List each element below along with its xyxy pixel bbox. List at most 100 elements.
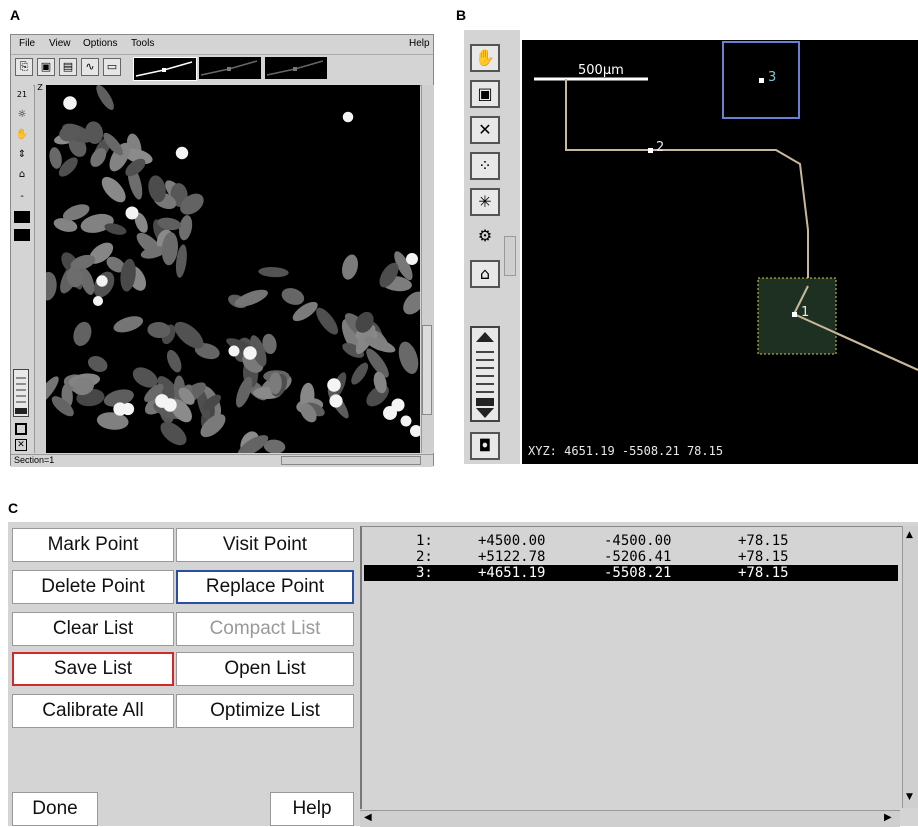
panel-scrollbar[interactable] bbox=[504, 236, 516, 276]
hand-icon[interactable]: ✋ bbox=[470, 44, 500, 72]
list-item[interactable]: 2: +5122.78 -5206.41 +78.15 bbox=[416, 549, 789, 565]
scale-label: 500µm bbox=[578, 63, 624, 78]
cell bbox=[178, 387, 195, 405]
window-icon[interactable]: ▭ bbox=[103, 58, 121, 76]
section-scrollbar[interactable]: Z bbox=[34, 83, 47, 453]
travel-path bbox=[565, 79, 918, 371]
scroll-left-icon[interactable]: ◀ bbox=[364, 812, 372, 823]
stage-map[interactable]: 500µm 3 2 1 XYZ: 4651.19 -5508.21 78.15 bbox=[522, 40, 918, 464]
delete-point-icon[interactable]: ✕ bbox=[470, 116, 500, 144]
gear-icon[interactable]: ⚙ bbox=[470, 224, 500, 252]
bright-nucleus bbox=[63, 96, 77, 110]
zoom-slider[interactable] bbox=[470, 326, 500, 422]
left-tool-strip: 21 ☼ ✋ ⇕ ⌂ - ✕ bbox=[11, 85, 33, 453]
cell bbox=[160, 421, 187, 446]
square-icon[interactable] bbox=[15, 423, 27, 435]
scroll-down-icon[interactable]: ▼ bbox=[906, 792, 913, 802]
cell bbox=[175, 244, 187, 278]
clear-points-icon[interactable]: ⁘ bbox=[470, 152, 500, 180]
toolbar: ⎘ ▣ ▤ ∿ ▭ bbox=[11, 54, 433, 86]
cell bbox=[200, 414, 226, 438]
status-bar: Section=1 bbox=[11, 454, 433, 467]
section-number: 21 bbox=[16, 90, 28, 99]
cell bbox=[174, 321, 204, 349]
bright-nucleus bbox=[228, 345, 240, 357]
mark-point-button[interactable]: Mark Point bbox=[12, 528, 174, 562]
zoom-icon[interactable]: ⇕ bbox=[17, 149, 27, 160]
bright-nucleus bbox=[96, 275, 108, 287]
calibrate-all-button[interactable]: Calibrate All bbox=[12, 694, 174, 728]
scroll-thumb[interactable] bbox=[422, 325, 432, 415]
list-vertical-scrollbar[interactable]: ▲ ▼ bbox=[902, 526, 918, 808]
spiral-icon[interactable]: ▣ bbox=[470, 80, 500, 108]
vertical-scrollbar[interactable] bbox=[421, 85, 434, 453]
save-list-button[interactable]: Save List bbox=[12, 652, 174, 686]
point-marker-2[interactable] bbox=[648, 148, 653, 153]
contrast-curve-3[interactable] bbox=[265, 57, 327, 79]
point-marker-1[interactable] bbox=[792, 312, 797, 317]
cell bbox=[373, 371, 387, 394]
cell bbox=[355, 311, 374, 333]
cell bbox=[379, 262, 399, 288]
cell bbox=[300, 402, 317, 423]
hand-icon[interactable]: ✋ bbox=[15, 129, 29, 140]
cell bbox=[120, 258, 136, 292]
menu-tools[interactable]: Tools bbox=[131, 38, 155, 49]
level-block-icon[interactable] bbox=[14, 229, 30, 241]
save-disk-icon[interactable]: ▣ bbox=[37, 58, 55, 76]
list-horizontal-scrollbar[interactable]: ◀ ▶ bbox=[360, 810, 900, 827]
cell bbox=[236, 376, 253, 408]
cross-box-icon[interactable]: ✕ bbox=[15, 439, 27, 451]
menu-options[interactable]: Options bbox=[83, 38, 118, 49]
optimize-list-button[interactable]: Optimize List bbox=[176, 694, 354, 728]
cell bbox=[364, 336, 396, 353]
waveform-icon[interactable]: ∿ bbox=[81, 58, 99, 76]
delete-point-button[interactable]: Delete Point bbox=[12, 570, 174, 604]
open-list-button[interactable]: Open List bbox=[176, 652, 354, 686]
cell bbox=[89, 242, 114, 264]
point-list[interactable]: 1: +4500.00 -4500.00 +78.15 2: +5122.78 … bbox=[360, 526, 902, 809]
list-item-selected[interactable]: 3: +4651.19 -5508.21 +78.15 bbox=[364, 565, 898, 581]
contrast-curve-2[interactable] bbox=[199, 57, 261, 79]
cell bbox=[180, 193, 204, 215]
zoom-slider[interactable] bbox=[13, 369, 29, 417]
square-icon[interactable]: ◘ bbox=[470, 432, 500, 460]
bright-nucleus bbox=[175, 146, 189, 160]
replace-point-button[interactable]: Replace Point bbox=[176, 570, 354, 604]
done-button[interactable]: Done bbox=[12, 792, 98, 826]
fluorescence-image[interactable] bbox=[46, 85, 420, 453]
scroll-right-icon[interactable]: ▶ bbox=[884, 812, 892, 823]
bright-nucleus bbox=[409, 424, 420, 438]
visit-point-button[interactable]: Visit Point bbox=[176, 528, 354, 562]
film-icon[interactable]: ▤ bbox=[59, 58, 77, 76]
help-button[interactable]: Help bbox=[270, 792, 354, 826]
bright-nucleus bbox=[406, 253, 418, 265]
list-item[interactable]: 1: +4500.00 -4500.00 +78.15 bbox=[416, 533, 789, 549]
cell bbox=[109, 142, 130, 172]
open-folder-icon[interactable]: ⎘ bbox=[15, 58, 33, 76]
point-list-dialog: Mark Point Visit Point Delete Point Repl… bbox=[8, 522, 918, 827]
contrast-curve-1[interactable] bbox=[133, 57, 197, 81]
clear-list-button[interactable]: Clear List bbox=[12, 612, 174, 646]
cell bbox=[53, 218, 78, 232]
home-icon[interactable]: ⌂ bbox=[18, 169, 26, 180]
menu-file[interactable]: File bbox=[19, 38, 36, 49]
cell bbox=[132, 367, 158, 388]
crosshair-icon[interactable]: ✳ bbox=[470, 188, 500, 216]
scroll-up-icon[interactable]: ▲ bbox=[906, 530, 913, 540]
horizontal-scrollbar[interactable] bbox=[281, 456, 421, 465]
point-marker-3[interactable] bbox=[759, 78, 764, 83]
cell bbox=[250, 335, 267, 367]
cell bbox=[161, 232, 178, 266]
cell bbox=[70, 254, 96, 271]
level-block-icon[interactable] bbox=[14, 211, 30, 223]
dash-label: - bbox=[20, 191, 24, 202]
menu-view[interactable]: View bbox=[49, 38, 71, 49]
cell bbox=[106, 256, 126, 273]
cell bbox=[80, 268, 95, 295]
menu-help[interactable]: Help bbox=[409, 38, 430, 49]
home-icon[interactable]: ⌂ bbox=[470, 260, 500, 288]
cell bbox=[263, 439, 286, 453]
brightness-icon[interactable]: ☼ bbox=[17, 109, 27, 120]
point-label-3: 3 bbox=[768, 70, 776, 85]
